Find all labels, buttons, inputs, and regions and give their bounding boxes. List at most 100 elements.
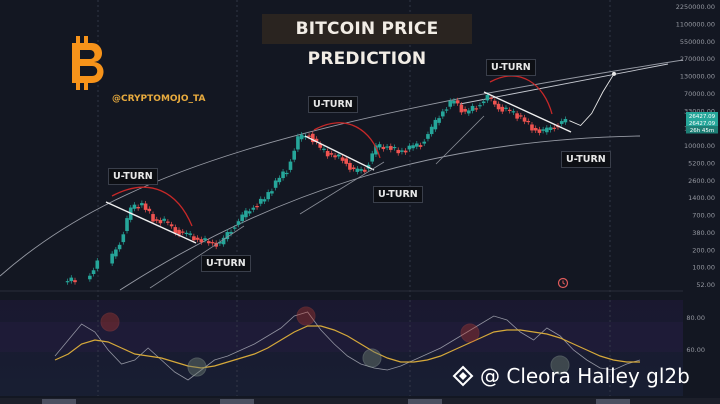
u-turn-arc-3 [489,75,553,115]
candle [392,146,397,149]
candle [433,119,438,130]
candle [310,133,315,143]
candle [218,241,222,244]
candle [229,231,233,234]
candle [177,229,181,235]
candle [240,214,244,222]
price-tick-label: 380.00 [692,229,715,237]
candle [125,218,129,231]
u-turn-label-2-top: U-TURN [308,96,358,113]
candle [277,177,282,183]
candle [65,281,70,283]
price-tick-label: 550000.00 [680,38,715,46]
overbought-marker-2 [296,306,316,326]
candle [411,145,415,149]
candle [530,124,534,131]
candle [415,143,419,147]
candle [385,146,389,148]
candle [244,210,248,218]
candle [117,244,122,250]
candle [281,171,285,179]
candle [166,221,170,223]
candle [362,169,367,172]
candle [322,148,326,150]
candles [65,92,568,285]
time-scroll-thumb-3[interactable] [408,399,442,404]
candle [236,221,241,225]
candle [455,100,460,104]
candle [377,144,382,148]
candle [69,277,74,282]
watermark-text: @ Cleora Halley gl2b [480,364,690,388]
candle [173,227,178,234]
candle [151,214,155,222]
indicator-markers [100,306,570,377]
u-turn-label-1-top: U-TURN [108,168,158,185]
candle [452,100,456,104]
candle [444,109,449,111]
candle [255,206,259,208]
time-scrollbar[interactable] [0,398,720,404]
price-tick-label: 200.00 [692,246,715,254]
candle [426,134,430,139]
bitcoin-logo-icon [72,36,104,90]
candle [511,111,516,113]
candle [307,135,311,137]
price-tick-label: 270000.00 [680,55,715,63]
prediction-path [569,71,616,127]
candle [333,155,337,158]
candle [481,101,486,104]
price-tag-bg [686,119,718,127]
candle [136,207,140,209]
overbought-marker-1 [100,312,120,332]
candle [188,233,192,235]
indicator-tick-label: 80.00 [686,314,705,322]
candle [441,111,445,117]
time-scroll-thumb-1[interactable] [42,399,76,404]
indicator-lines [54,311,641,381]
candle [522,117,527,122]
candle [336,154,341,157]
price-tick-label: 1400.00 [688,194,715,202]
overbought-marker-3 [460,323,480,343]
candle [192,236,196,241]
price-tick-label: 1100000.00 [676,20,715,28]
candle [504,107,508,109]
time-scroll-thumb-4[interactable] [596,399,630,404]
diamond-logo-icon [452,365,474,387]
price-tick-label: 700.00 [692,212,715,220]
alert-clock-icon[interactable] [557,277,569,289]
u-turn-arcs [111,75,553,227]
candle [519,115,523,117]
candle [388,146,393,150]
downtrend-line-2 [304,135,375,171]
time-scroll-thumb-2[interactable] [220,399,254,404]
candle [515,113,519,119]
candle [199,239,204,243]
candle [418,145,423,147]
candle [110,253,114,264]
prediction-target-point [612,71,616,76]
u-turn-label-2-bottom: U-TURN [373,186,423,203]
candle [533,127,538,131]
candle [344,158,349,164]
candle [559,121,564,124]
candle [507,109,512,112]
candle [485,94,490,101]
candle [273,180,278,188]
candle [318,143,323,148]
price-tick-label: 70000.00 [684,90,715,98]
oversold-marker-1 [187,357,207,377]
candle [206,241,211,244]
candle [541,129,545,131]
candle [225,232,230,240]
candle [403,150,408,153]
price-tick-label: 130000.00 [680,73,715,81]
price-panel [0,0,683,290]
support-line-1 [149,225,245,289]
price-tick-label: 33000.00 [684,107,715,115]
candle [470,105,475,111]
indicator-axis: 80.00 60.00 [686,314,705,354]
